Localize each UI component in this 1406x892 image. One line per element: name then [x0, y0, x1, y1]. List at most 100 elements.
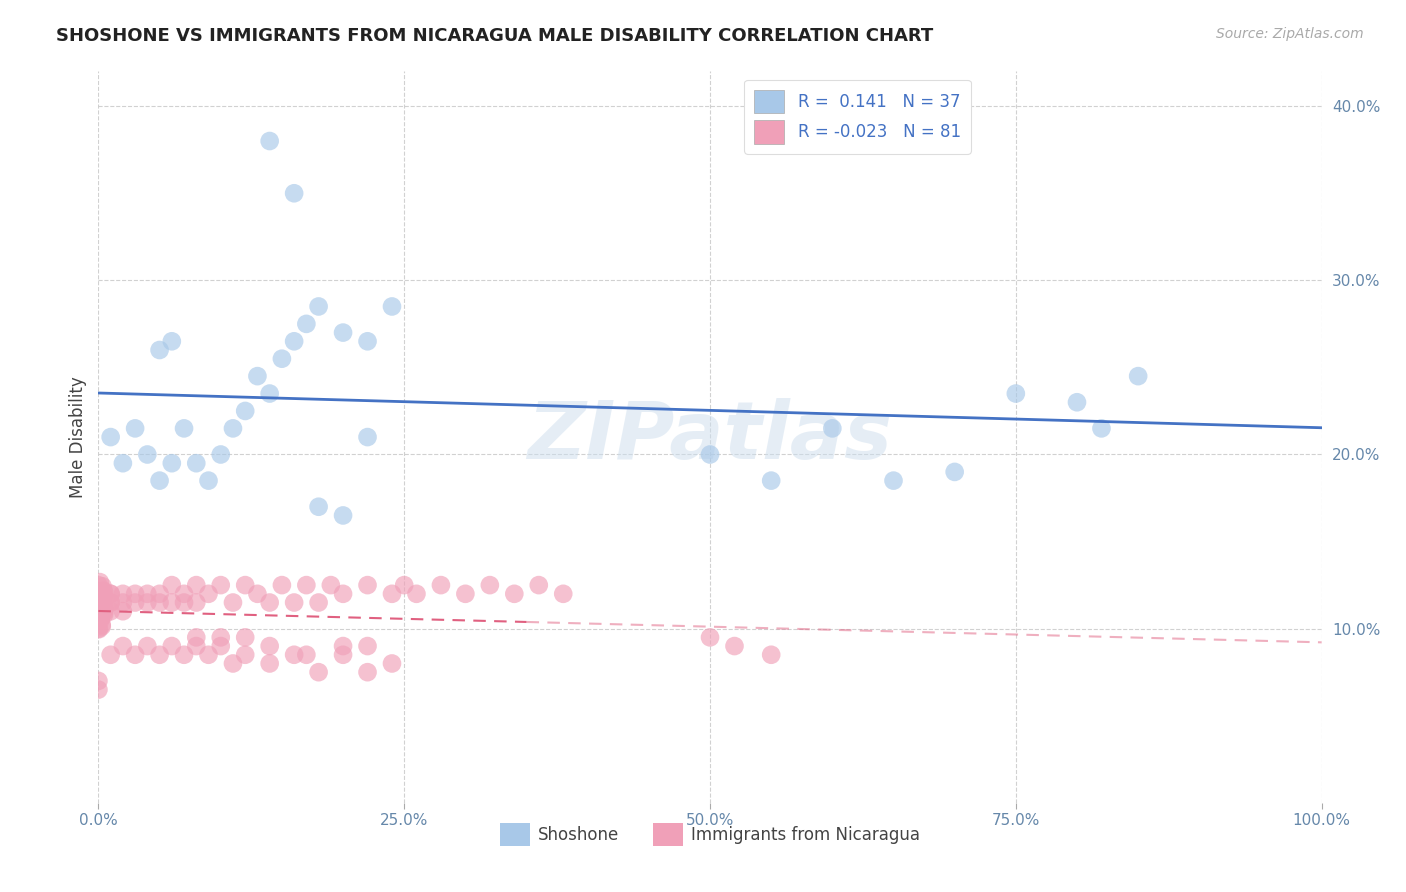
Point [209, 578, 232, 592]
Point [259, 657, 281, 671]
Point [761, 474, 783, 488]
Point [308, 595, 330, 609]
Point [160, 578, 183, 592]
Point [90, 600, 112, 615]
Point [381, 587, 404, 601]
Text: ZIPatlas: ZIPatlas [527, 398, 893, 476]
Point [87, 604, 110, 618]
Legend: Shoshone, Immigrants from Nicaragua: Shoshone, Immigrants from Nicaragua [494, 816, 927, 853]
Point [87, 595, 110, 609]
Point [90, 608, 112, 623]
Point [319, 578, 342, 592]
Point [173, 587, 195, 601]
Point [87, 602, 110, 616]
Point [209, 639, 232, 653]
Point [149, 343, 172, 357]
Point [233, 631, 256, 645]
Point [173, 648, 195, 662]
Point [87, 613, 110, 627]
Point [100, 587, 122, 601]
Point [90, 618, 112, 632]
Point [93, 603, 115, 617]
Point [222, 595, 245, 609]
Point [87, 613, 110, 627]
Text: Source: ZipAtlas.com: Source: ZipAtlas.com [1216, 27, 1364, 41]
Point [246, 369, 269, 384]
Point [87, 682, 110, 697]
Point [1128, 369, 1150, 384]
Point [90, 619, 112, 633]
Point [91, 583, 114, 598]
Point [87, 673, 110, 688]
Point [527, 578, 550, 592]
Point [209, 448, 232, 462]
Point [87, 595, 110, 609]
Point [149, 474, 172, 488]
Point [332, 648, 354, 662]
Point [87, 587, 110, 601]
Point [124, 421, 146, 435]
Point [87, 604, 110, 618]
Point [111, 587, 134, 601]
Point [405, 587, 427, 601]
Point [259, 134, 281, 148]
Point [259, 595, 281, 609]
Point [283, 595, 305, 609]
Point [87, 595, 110, 609]
Point [91, 586, 114, 600]
Point [111, 639, 134, 653]
Point [381, 300, 404, 314]
Point [1066, 395, 1088, 409]
Point [100, 587, 122, 601]
Point [87, 604, 110, 618]
Point [100, 595, 122, 609]
Point [259, 386, 281, 401]
Point [222, 657, 245, 671]
Point [270, 578, 294, 592]
Point [136, 587, 159, 601]
Point [1004, 386, 1026, 401]
Point [160, 639, 183, 653]
Point [89, 608, 111, 623]
Point [87, 613, 110, 627]
Point [89, 575, 111, 590]
Point [186, 631, 208, 645]
Point [186, 456, 208, 470]
Point [87, 607, 110, 622]
Point [89, 601, 111, 615]
Point [87, 595, 110, 609]
Point [723, 639, 745, 653]
Point [87, 604, 110, 618]
Point [283, 186, 305, 201]
Point [233, 404, 256, 418]
Point [295, 578, 318, 592]
Point [761, 648, 783, 662]
Point [87, 587, 110, 601]
Point [186, 595, 208, 609]
Point [91, 590, 114, 604]
Point [295, 317, 318, 331]
Point [91, 599, 114, 613]
Point [89, 614, 111, 628]
Point [87, 587, 110, 601]
Point [246, 587, 269, 601]
Point [93, 607, 115, 622]
Point [222, 421, 245, 435]
Point [90, 611, 112, 625]
Point [87, 595, 110, 609]
Point [160, 456, 183, 470]
Point [87, 587, 110, 601]
Point [308, 665, 330, 680]
Point [356, 639, 378, 653]
Point [283, 648, 305, 662]
Point [392, 578, 416, 592]
Point [332, 326, 354, 340]
Point [111, 456, 134, 470]
Point [136, 595, 159, 609]
Point [91, 579, 114, 593]
Point [87, 587, 110, 601]
Point [821, 421, 844, 435]
Point [93, 585, 115, 599]
Point [111, 595, 134, 609]
Point [87, 595, 110, 609]
